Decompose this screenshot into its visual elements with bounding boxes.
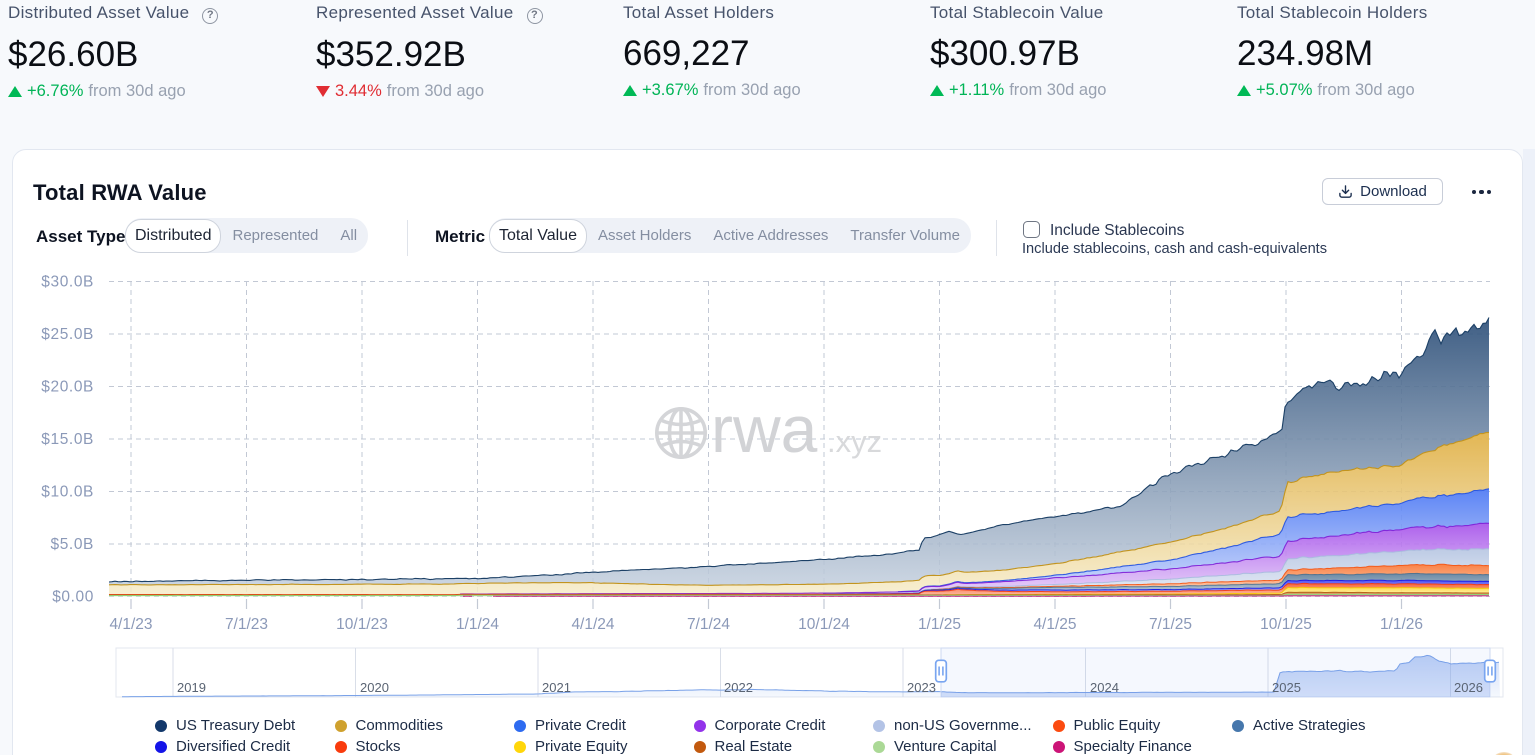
svg-text:4/1/25: 4/1/25 — [1033, 616, 1076, 633]
svg-text:10/1/24: 10/1/24 — [798, 616, 850, 633]
svg-text:2020: 2020 — [360, 680, 389, 695]
svg-text:$25.0B: $25.0B — [41, 326, 94, 343]
svg-text:2024: 2024 — [1090, 680, 1119, 695]
svg-text:$5.0B: $5.0B — [50, 536, 94, 553]
svg-text:.xyz: .xyz — [827, 424, 882, 459]
svg-text:$20.0B: $20.0B — [41, 379, 94, 396]
svg-text:7/1/25: 7/1/25 — [1149, 616, 1192, 633]
svg-text:$15.0B: $15.0B — [41, 431, 94, 448]
svg-text:rwa: rwa — [711, 392, 818, 466]
svg-text:2019: 2019 — [177, 680, 206, 695]
svg-text:4/1/23: 4/1/23 — [109, 616, 152, 633]
svg-text:4/1/24: 4/1/24 — [571, 616, 614, 633]
svg-text:$30.0B: $30.0B — [41, 274, 94, 291]
svg-text:10/1/25: 10/1/25 — [1260, 616, 1312, 633]
svg-text:2026: 2026 — [1454, 680, 1483, 695]
svg-text:7/1/24: 7/1/24 — [687, 616, 730, 633]
svg-text:1/1/25: 1/1/25 — [918, 616, 961, 633]
svg-text:2022: 2022 — [724, 680, 753, 695]
svg-text:2023: 2023 — [907, 680, 936, 695]
svg-text:$0.00: $0.00 — [52, 589, 94, 606]
svg-text:7/1/23: 7/1/23 — [225, 616, 268, 633]
svg-text:2021: 2021 — [542, 680, 571, 695]
svg-text:1/1/24: 1/1/24 — [456, 616, 499, 633]
svg-text:10/1/23: 10/1/23 — [336, 616, 388, 633]
svg-text:1/1/26: 1/1/26 — [1380, 616, 1423, 633]
svg-text:2025: 2025 — [1272, 680, 1301, 695]
svg-text:$10.0B: $10.0B — [41, 484, 94, 501]
